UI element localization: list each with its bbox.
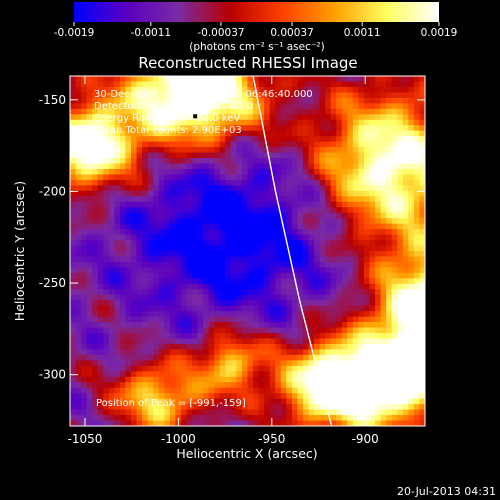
colorbar-tick-label: 0.0019 — [421, 27, 458, 39]
x-axis-ticks: -1050 -1000 -950 -900 — [68, 76, 379, 446]
colorbar-tick-label: -0.0011 — [131, 27, 172, 39]
x-tick-label: -900 — [352, 432, 379, 446]
y-axis-label: Heliocentric Y (arcsec) — [12, 181, 27, 321]
peak-marker — [193, 114, 198, 119]
colorbar-tick-label: 0.0011 — [344, 27, 381, 39]
plot-frame — [69, 75, 426, 427]
colorbar-unit-label: (photons cm⁻² s⁻¹ asec⁻²) — [189, 41, 324, 53]
heatmap — [70, 76, 425, 426]
y-tick-label: -250 — [39, 276, 66, 290]
x-axis-label: Heliocentric X (arcsec) — [176, 446, 317, 461]
annotation-block: 30-Dec-2006 06:46:12.000 to 06:46:40.000… — [94, 89, 313, 136]
y-tick-label: -200 — [39, 184, 66, 198]
annotation-time-range: 30-Dec-2006 06:46:12.000 to 06:46:40.000 — [94, 89, 313, 100]
chart-title: Reconstructed RHESSI Image — [138, 54, 357, 72]
annotation-energy-range: Energy Range: 6.0 - 12.0 keV — [94, 113, 240, 124]
colorbar — [74, 2, 439, 22]
peak-position-label: Position of Peak = [-991,-159] — [96, 398, 246, 409]
annotation-detectors: Detectors: 4F 5F 6F 7F 8F, Att 0 — [94, 101, 253, 112]
annotation-total-counts: Clean Total counts: 2.90E+03 — [94, 125, 242, 136]
x-tick-label: -1050 — [68, 432, 103, 446]
colorbar-tick-label: 0.00037 — [270, 27, 313, 39]
footer-timestamp: 20-Jul-2013 04:31 — [397, 485, 496, 498]
y-axis-ticks: -150 -200 -250 -300 — [39, 93, 425, 382]
colorbar-tick-label: -0.0019 — [54, 27, 95, 39]
solar-limb-curve — [252, 76, 333, 426]
x-tick-label: -1000 — [161, 432, 196, 446]
x-tick-label: -950 — [258, 432, 285, 446]
colorbar-ticks: -0.0019 -0.0011 -0.00037 0.00037 0.0011 0.001… — [54, 22, 458, 39]
colorbar-tick-label: -0.00037 — [197, 27, 244, 39]
y-tick-label: -300 — [39, 368, 66, 382]
y-tick-label: -150 — [39, 93, 66, 107]
